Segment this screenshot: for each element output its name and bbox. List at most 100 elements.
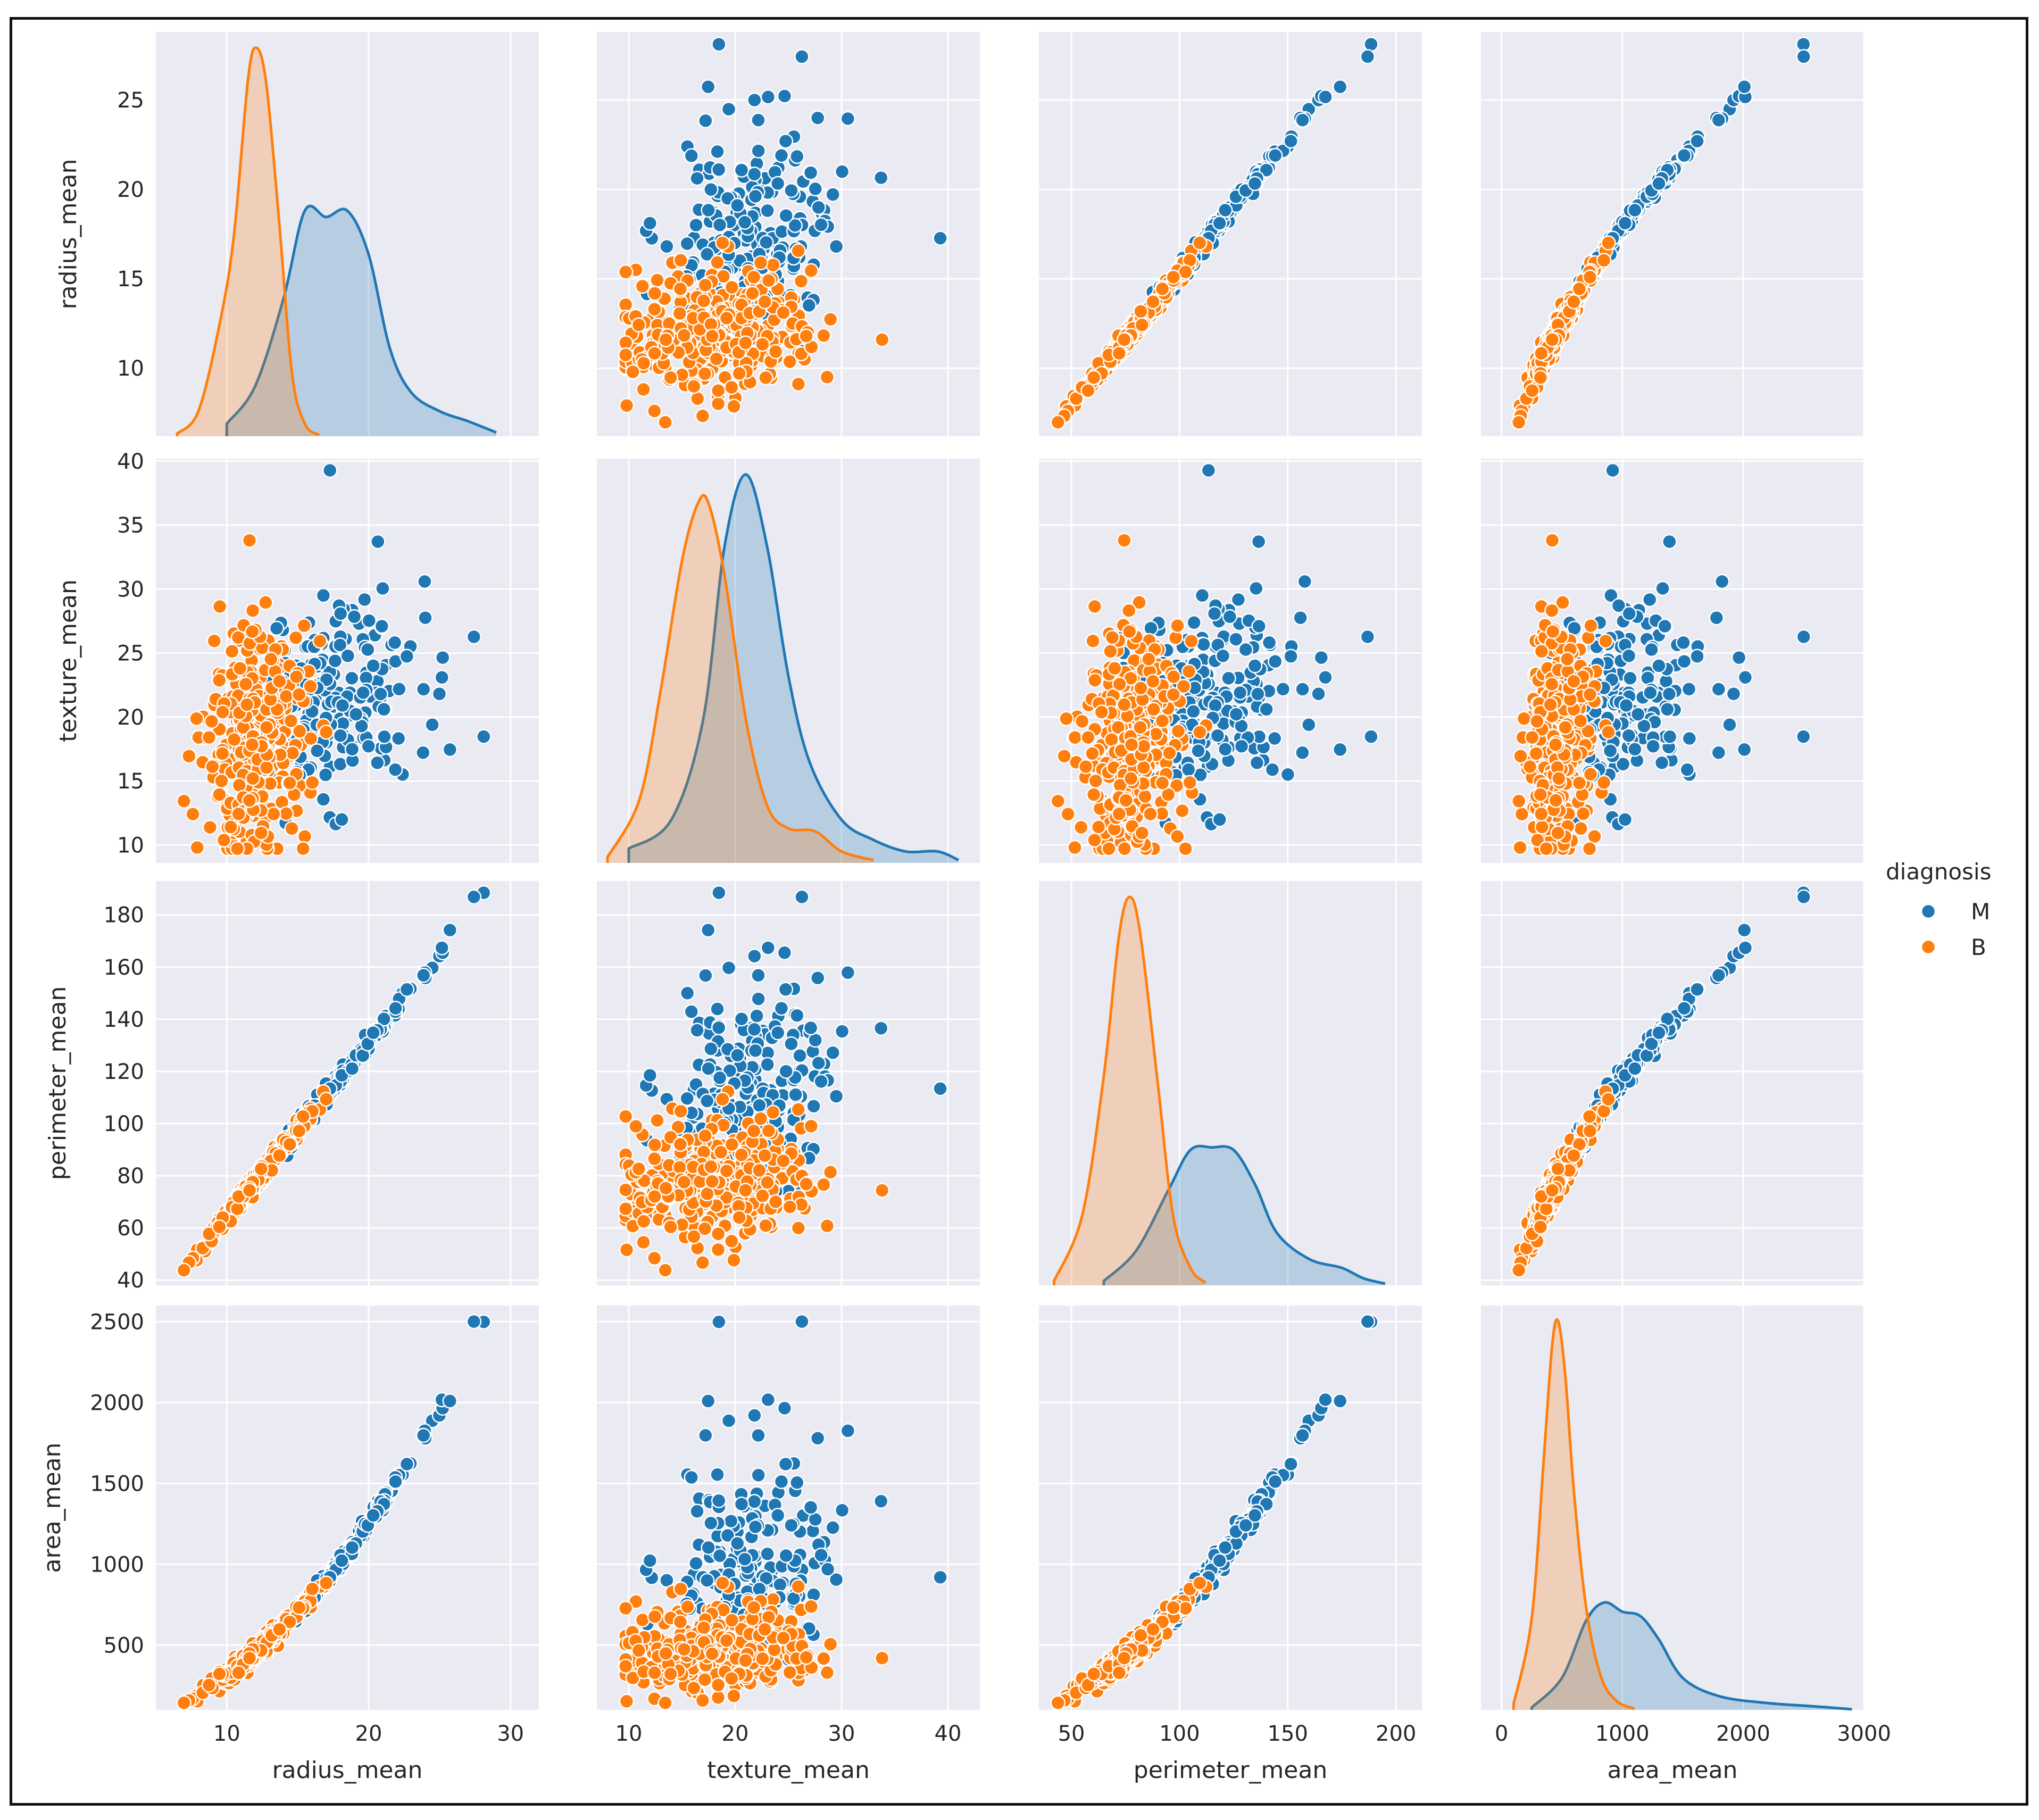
scatter-point-M: [834, 164, 850, 179]
scatter-point-B: [212, 672, 227, 688]
scatter-point-M: [828, 239, 844, 254]
scatter-point-B: [312, 633, 328, 649]
scatter-point-M: [1682, 730, 1697, 746]
scatter-point-M: [344, 1061, 360, 1076]
scatter-point-M: [1676, 147, 1692, 163]
scatter-point-B: [1143, 806, 1158, 822]
scatter-point-B: [296, 618, 312, 634]
panel-radius_mean-vs-perimeter_mean: [1039, 32, 1422, 436]
scatter-point-M: [434, 940, 450, 955]
scatter-point-B: [719, 310, 735, 326]
panel-radius_mean-vs-area_mean: [1481, 32, 1865, 436]
scatter-point-B: [625, 364, 640, 380]
scatter-point-B: [1166, 687, 1181, 702]
scatter-point-B: [745, 286, 760, 301]
scatter-point-M: [365, 1025, 381, 1041]
scatter-point-B: [710, 396, 726, 412]
scatter-point-B: [619, 397, 635, 413]
scatter-point-B: [1178, 841, 1193, 857]
scatter-point-B: [227, 732, 242, 747]
scatter-point-M: [777, 88, 793, 104]
scatter-point-B: [1080, 383, 1096, 398]
scatter-point-B: [673, 253, 688, 268]
scatter-point-B: [619, 1242, 635, 1258]
scatter-point-M: [387, 762, 403, 777]
scatter-point-M: [1210, 728, 1226, 743]
scatter-point-M: [1363, 729, 1379, 744]
scatter-point-M: [1642, 592, 1658, 608]
scatter-point-M: [840, 965, 856, 980]
scatter-point-B: [874, 1183, 890, 1198]
scatter-point-B: [776, 1153, 791, 1169]
scatter-point-M: [1796, 49, 1811, 64]
scatter-point-B: [647, 1250, 662, 1266]
scatter-point-M: [334, 812, 349, 827]
scatter-point-M: [1644, 642, 1659, 658]
scatter-point-M: [1143, 620, 1159, 636]
scatter-point-B: [782, 354, 798, 370]
scatter-point-B: [1121, 624, 1137, 639]
scatter-point-B: [1085, 746, 1100, 761]
panel-texture_mean-vs-texture_mean: [597, 459, 980, 863]
scatter-point-B: [181, 749, 197, 764]
scatter-point-M: [1360, 49, 1376, 64]
scatter-point-M: [1259, 702, 1274, 717]
scatter-point-M: [318, 767, 334, 783]
scatter-point-B: [1534, 345, 1549, 361]
scatter-point-M: [679, 236, 695, 252]
scatter-point-B: [647, 1151, 662, 1167]
scatter-point-B: [758, 1218, 773, 1234]
scatter-point-M: [1618, 697, 1634, 713]
scatter-point-M: [1295, 682, 1310, 697]
scatter-point-B: [798, 328, 814, 344]
scatter-point-B: [760, 1175, 775, 1190]
scatter-point-M: [1617, 812, 1633, 827]
scatter-point-B: [672, 1136, 688, 1152]
scatter-point-B: [189, 711, 204, 727]
scatter-point-B: [272, 674, 287, 689]
kde-fill-B: [177, 47, 319, 437]
scatter-point-B: [224, 644, 240, 659]
scatter-point-M: [760, 940, 776, 955]
scatter-point-B: [658, 1181, 673, 1196]
scatter-point-M: [1249, 580, 1264, 596]
scatter-point-M: [1690, 133, 1705, 149]
scatter-point-B: [753, 255, 769, 271]
scatter-point-B: [1117, 697, 1132, 712]
scatter-point-M: [1651, 176, 1667, 192]
scatter-point-M: [746, 167, 762, 182]
scatter-point-B: [212, 787, 227, 802]
scatter-point-M: [711, 1020, 727, 1035]
scatter-point-B: [635, 278, 651, 294]
scatter-point-B: [231, 806, 246, 822]
scatter-point-B: [738, 1183, 753, 1198]
scatter-point-M: [712, 1070, 728, 1086]
scatter-point-M: [1662, 534, 1677, 550]
scatter-point-B: [1118, 793, 1134, 808]
scatter-point-B: [647, 345, 662, 361]
scatter-point-M: [1222, 609, 1238, 625]
scatter-point-M: [789, 148, 805, 164]
scatter-point-B: [1512, 840, 1528, 855]
scatter-point-B: [758, 370, 773, 386]
scatter-point-B: [1582, 841, 1597, 857]
scatter-point-M: [679, 1091, 695, 1106]
scatter-point-M: [344, 670, 360, 686]
scatter-point-B: [673, 1103, 688, 1119]
scatter-point-B: [647, 1137, 663, 1153]
panel-radius_mean-vs-texture_mean: [597, 32, 980, 436]
scatter-point-M: [1212, 215, 1227, 231]
scatter-point-M: [1264, 762, 1280, 777]
scatter-point-M: [1186, 704, 1201, 719]
scatter-point-M: [659, 238, 675, 254]
scatter-point-M: [1726, 686, 1742, 702]
scatter-point-M: [1737, 670, 1753, 685]
scatter-point-M: [760, 203, 775, 219]
scatter-point-M: [840, 111, 856, 127]
scatter-point-B: [803, 1118, 819, 1134]
scatter-point-M: [1690, 649, 1705, 664]
scatter-point-M: [1311, 686, 1326, 702]
scatter-point-M: [806, 1098, 821, 1114]
scatter-point-B: [242, 1183, 257, 1198]
scatter-point-M: [1261, 635, 1277, 651]
